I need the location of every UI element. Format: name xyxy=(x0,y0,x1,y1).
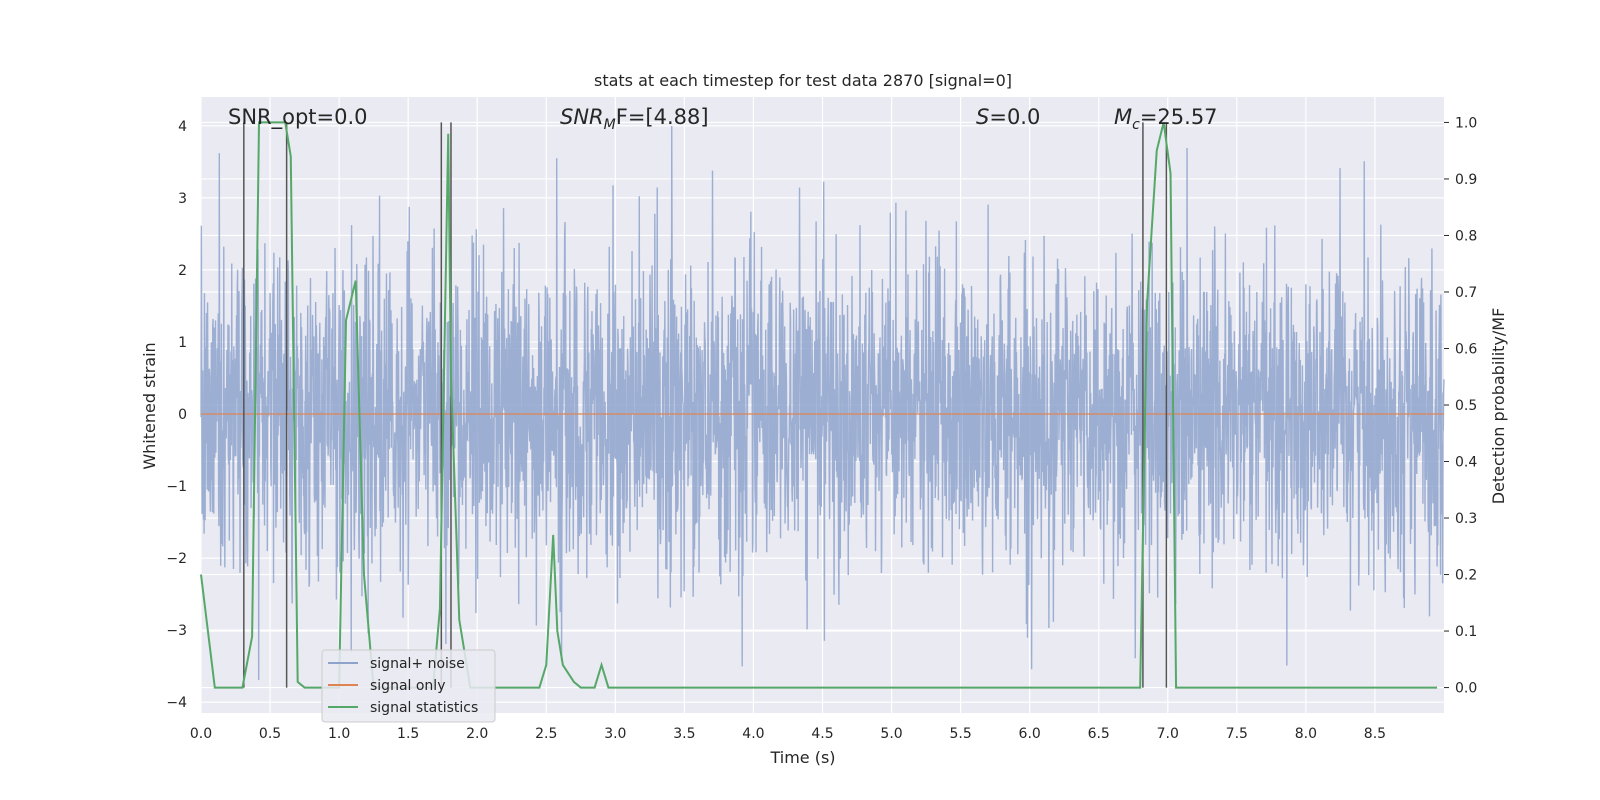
annotation-snr-opt: SNR_opt=0.0 xyxy=(228,105,368,130)
annotation-s-rest: =0.0 xyxy=(989,105,1040,129)
y-tick-label: 2 xyxy=(178,263,187,279)
x-tick-label: 6.5 xyxy=(1088,726,1110,742)
annotation-snr-mf-sub: M xyxy=(604,117,616,133)
annotation-s: S=0.0 xyxy=(976,105,1040,129)
x-tick-label: 7.0 xyxy=(1157,726,1179,742)
x-tick-label: 1.0 xyxy=(328,726,350,742)
y2-tick-label: 0.0 xyxy=(1455,681,1477,697)
y2-tick-label: 0.1 xyxy=(1455,624,1477,640)
x-tick-label: 4.0 xyxy=(742,726,764,742)
x-tick-label: 0.0 xyxy=(190,726,212,742)
y2-tick-label: 0.4 xyxy=(1455,455,1477,471)
y2-tick-label: 0.9 xyxy=(1455,172,1477,188)
legend-frame xyxy=(321,649,496,723)
annotation-mc: Mc=25.57 xyxy=(1114,105,1218,133)
y-tick-label: 0 xyxy=(178,407,187,423)
x-tick-label: 4.5 xyxy=(811,726,833,742)
annotation-mc-sub: c xyxy=(1132,117,1140,133)
y2-axis-label: Detection probability/MF xyxy=(1489,308,1508,505)
x-tick-label: 5.5 xyxy=(949,726,971,742)
y2-tick-label: 1.0 xyxy=(1455,115,1477,131)
y2-tick-label: 0.6 xyxy=(1455,341,1477,357)
x-tick-label: 0.5 xyxy=(259,726,281,742)
x-tick-label: 5.0 xyxy=(880,726,902,742)
legend-label-signal-noise: signal+ noise xyxy=(370,656,465,672)
y-tick-label: −4 xyxy=(166,695,187,711)
x-axis-label: Time (s) xyxy=(769,748,835,767)
y2-tick-label: 0.3 xyxy=(1455,511,1477,527)
y2-tick-label: 0.8 xyxy=(1455,228,1477,244)
y-tick-label: 4 xyxy=(178,119,187,135)
plot-area xyxy=(200,97,1445,713)
legend: signal+ noise signal only signal statist… xyxy=(321,649,496,723)
y-tick-label: 1 xyxy=(178,335,187,351)
x-axis-ticks: 0.0 0.5 1.0 1.5 2.0 2.5 3.0 3.5 4.0 4.5 5.0 5.5 6.0 6… xyxy=(190,726,1386,742)
annotation-snr-mf: SNRMF=[4.88] xyxy=(560,105,709,133)
annotation-snr-mf-main: SNR xyxy=(560,105,604,129)
y-tick-label: −2 xyxy=(166,551,187,567)
annotation-mc-main: M xyxy=(1114,105,1132,129)
left-axis-ticks: −4 −3 −2 −1 0 1 2 3 4 xyxy=(166,119,187,711)
x-tick-label: 8.0 xyxy=(1295,726,1317,742)
legend-label-signal-statistics: signal statistics xyxy=(370,700,478,716)
series-signal-noise xyxy=(200,125,1445,681)
y-axis-label: Whitened strain xyxy=(140,342,159,469)
annotation-mc-rest: =25.57 xyxy=(1140,105,1218,129)
y2-tick-label: 0.7 xyxy=(1455,285,1477,301)
legend-label-signal-only: signal only xyxy=(370,678,445,694)
x-tick-label: 7.5 xyxy=(1226,726,1248,742)
right-axis-ticks: 0.0 0.1 0.2 0.3 0.4 0.5 0.6 0.7 0.8 0.9 1.0 xyxy=(1444,115,1477,697)
y-tick-label: −1 xyxy=(166,479,187,495)
x-tick-label: 6.0 xyxy=(1019,726,1041,742)
annotation-snr-mf-rest: F=[4.88] xyxy=(616,105,709,129)
x-tick-label: 3.5 xyxy=(673,726,695,742)
y2-tick-label: 0.2 xyxy=(1455,568,1477,584)
x-tick-label: 3.0 xyxy=(604,726,626,742)
x-tick-label: 8.5 xyxy=(1364,726,1386,742)
x-tick-label: 2.0 xyxy=(466,726,488,742)
x-tick-label: 2.5 xyxy=(535,726,557,742)
annotation-s-main: S xyxy=(976,105,989,129)
chart-title: stats at each timestep for test data 287… xyxy=(594,71,1012,90)
x-tick-label: 1.5 xyxy=(397,726,419,742)
y-tick-label: 3 xyxy=(178,191,187,207)
y-tick-label: −3 xyxy=(166,623,187,639)
y2-tick-label: 0.5 xyxy=(1455,398,1477,414)
